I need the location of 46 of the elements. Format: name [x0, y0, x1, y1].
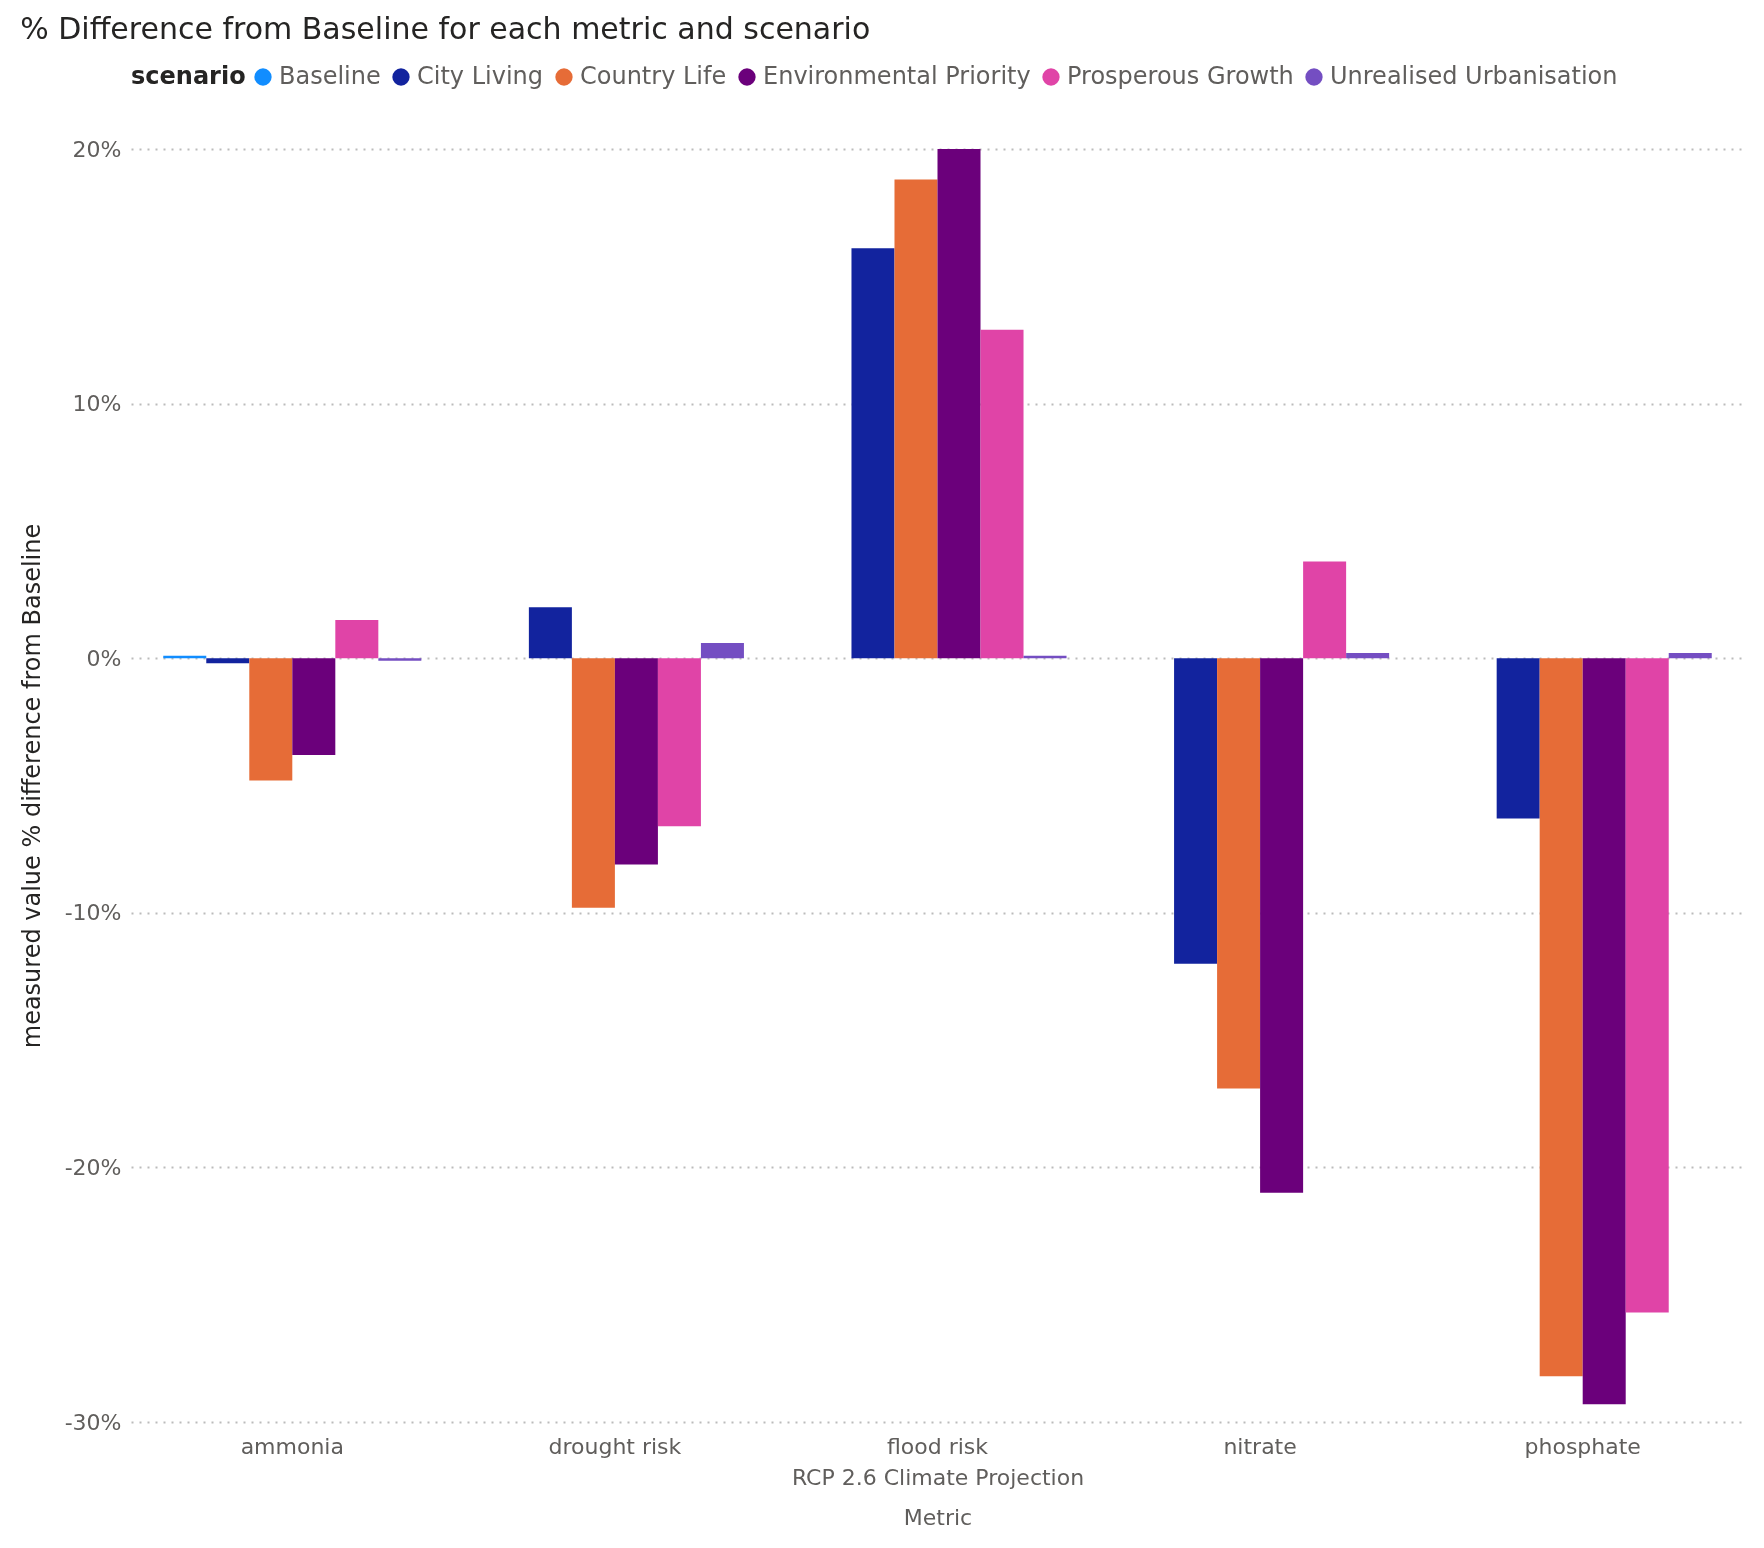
- bar: [1668, 653, 1712, 659]
- legend-label: Prosperous Growth: [1067, 62, 1294, 90]
- bar: [206, 658, 250, 664]
- bar: [1539, 658, 1583, 1377]
- bar: [249, 658, 293, 781]
- bar: [1582, 658, 1626, 1405]
- bar: [292, 658, 336, 755]
- legend-label: Unrealised Urbanisation: [1330, 62, 1618, 90]
- x-tick-label: flood risk: [886, 1433, 989, 1459]
- bar: [1496, 658, 1540, 819]
- y-tick-label: 20%: [72, 136, 122, 162]
- legend-label: Environmental Priority: [763, 62, 1031, 90]
- y-tick-label: 10%: [72, 391, 122, 417]
- bar: [1260, 658, 1304, 1193]
- bar: [657, 658, 701, 827]
- x-tick-label: nitrate: [1223, 1433, 1297, 1459]
- y-tick-label: -20%: [64, 1154, 122, 1180]
- y-tick-label: -10%: [64, 900, 122, 926]
- x-tick-label: drought risk: [548, 1433, 682, 1459]
- x-axis-title: Metric: [903, 1504, 973, 1530]
- legend-label: City Living: [417, 62, 544, 90]
- bar: [1303, 561, 1347, 659]
- bar: [378, 658, 422, 661]
- bar: [937, 149, 981, 659]
- bar: [851, 248, 895, 659]
- y-tick-label: 0%: [86, 645, 122, 671]
- bar: [335, 620, 379, 659]
- legend-label: Country Life: [580, 62, 727, 90]
- x-tick-label: phosphate: [1524, 1433, 1641, 1459]
- bar: [1217, 658, 1261, 1089]
- bar: [1174, 658, 1218, 964]
- bar: [571, 658, 615, 908]
- bar: [1625, 658, 1669, 1313]
- x-tick-label: ammonia: [240, 1433, 344, 1459]
- chart-title: % Difference from Baseline for each metric and scenario: [20, 11, 871, 46]
- bar: [980, 329, 1024, 659]
- bar: [614, 658, 658, 865]
- bar: [1346, 653, 1390, 659]
- y-axis-title: measured value % difference from Baseline: [17, 523, 46, 1049]
- text: RCP 2.6 Climate Projection: [791, 1464, 1085, 1490]
- legend-title: scenario: [131, 62, 246, 90]
- bar: [700, 642, 744, 659]
- bar: [528, 607, 572, 659]
- bar: [894, 179, 938, 659]
- legend-label: Baseline: [279, 62, 381, 90]
- y-tick-label: -30%: [64, 1409, 122, 1435]
